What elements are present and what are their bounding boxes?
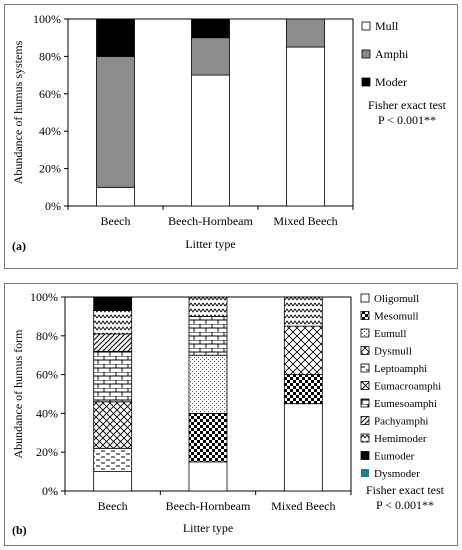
y-tick-label: 0%	[45, 199, 61, 213]
y-tick-label: 20%	[36, 445, 58, 459]
bar-segment-eumoder	[93, 296, 133, 311]
bar-segment-amphi	[286, 18, 325, 48]
legend-label-dysmull: Dysmull	[374, 346, 412, 358]
bar-segment-pachyamphi	[93, 333, 133, 352]
legend-label-pachyamphi: Pachyamphi	[374, 416, 428, 428]
bar-segment-eumesoamphi	[93, 350, 133, 403]
bar-segment-eumesoamphi	[188, 316, 228, 356]
legend-label-mesomull: Mesomull	[374, 311, 419, 323]
bar-segment-oligomull	[283, 403, 323, 492]
fisher-test-annotation: Fisher exact test	[368, 98, 447, 112]
bar-segment-oligomull	[188, 461, 228, 492]
bar-segment-amphi	[96, 56, 135, 188]
x-tick-label: Beech-Hornbeam	[168, 214, 253, 228]
x-axis-title: Litter type	[185, 237, 235, 251]
legend-label-hemimoder: Hemimoder	[374, 433, 427, 445]
bar-segment-moder	[96, 18, 135, 57]
legend-label-mull: Mull	[375, 19, 399, 33]
legend-swatch-dysmull	[360, 346, 370, 355]
bar-segment-moder	[191, 18, 230, 39]
y-tick-label: 100%	[33, 12, 61, 26]
legend-label-amphi: Amphi	[375, 47, 409, 61]
fisher-test-annotation: Fisher exact test	[366, 483, 445, 497]
legend-swatch-leptoamphi	[360, 363, 370, 373]
bar-segment-hemimoder	[93, 310, 133, 335]
legend-label-eumesoamphi: Eumesoamphi	[374, 398, 437, 410]
x-tick-label: Mixed Beech	[273, 214, 337, 228]
chart-a-svg: 0% 20% 40% 60% 80% 100% Beech Beech-Hornbeam Mix…	[11, 12, 447, 253]
legend-swatch-amphi	[361, 49, 371, 59]
legend-swatch-eumoder	[360, 451, 370, 460]
legend-label-leptoamphi: Leptoamphi	[374, 363, 427, 375]
bar-segment-mesomull	[283, 374, 323, 405]
legend-label-moder: Moder	[375, 75, 407, 89]
y-tick-label: 40%	[39, 124, 61, 138]
chart-panel-b: 0% 20% 40% 60% 80% 100% Beech Beech-Hornbeam Mix…	[4, 283, 458, 546]
legend-swatch-mesomull	[360, 311, 370, 320]
y-tick-label: 80%	[39, 49, 61, 63]
legend-swatch-mull	[361, 21, 371, 31]
y-tick-label: 20%	[39, 162, 61, 176]
legend-swatch-eumull	[360, 328, 370, 338]
x-tick-label: Beech-Hornbeam	[166, 499, 251, 513]
x-tick-label: Beech	[98, 499, 128, 513]
bar-segment-dysmull	[283, 325, 323, 375]
x-tick-label: Mixed Beech	[271, 499, 335, 513]
y-tick-label: 40%	[36, 406, 58, 420]
y-axis-title: Abundance of humus systems	[11, 40, 25, 184]
y-tick-label: 60%	[39, 87, 61, 101]
legend-label-dysmoder: Dysmoder	[374, 468, 420, 480]
bar-segment-eumacroamphi	[93, 401, 133, 449]
x-tick-label: Beech	[101, 214, 131, 228]
legend-label-eumoder: Eumoder	[374, 451, 415, 463]
fisher-test-annotation: P < 0.001**	[378, 113, 436, 127]
legend-swatch-oligomull	[360, 293, 370, 303]
fisher-test-annotation: P < 0.001**	[376, 498, 434, 512]
bar-segment-amphi	[191, 37, 230, 76]
legend-label-eumull: Eumull	[374, 328, 406, 340]
x-axis-title: Litter type	[183, 521, 233, 535]
y-axis-title: Abundance of humus form	[11, 329, 25, 459]
bar-segment-oligomull	[93, 471, 133, 492]
chart-panel-a: 0% 20% 40% 60% 80% 100% Beech Beech-Hornbeam Mix…	[4, 4, 458, 269]
legend-swatch-dysmoder	[361, 469, 369, 477]
y-tick-label: 60%	[36, 368, 58, 382]
legend-swatch-moder	[361, 77, 371, 87]
legend-swatch-eumacroamphi	[360, 381, 370, 390]
bar-segment-hemimoder	[188, 296, 228, 317]
bar-segment-mesomull	[188, 412, 228, 463]
legend-swatch-pachyamphi	[360, 416, 370, 425]
bar-segment-hemimoder	[283, 296, 323, 327]
bar-segment-eumull	[188, 354, 228, 414]
legend-label-oligomull: Oligomull	[374, 293, 419, 305]
legend-swatch-hemimoder	[360, 433, 370, 443]
panel-label: (a)	[12, 239, 26, 253]
bar-segment-mull	[191, 74, 230, 207]
chart-b-svg: 0% 20% 40% 60% 80% 100% Beech Beech-Hornbeam Mix…	[11, 290, 445, 537]
legend-swatch-eumesoamphi	[360, 398, 370, 408]
bar-segment-mull	[96, 186, 135, 207]
y-tick-label: 0%	[42, 484, 58, 498]
y-tick-label: 100%	[30, 290, 58, 304]
legend-label-eumacroamphi: Eumacroamphi	[374, 381, 441, 393]
y-tick-label: 80%	[36, 329, 58, 343]
bar-segment-mull	[286, 46, 325, 207]
panel-label: (b)	[12, 523, 27, 537]
bar-segment-leptoamphi	[93, 447, 133, 473]
